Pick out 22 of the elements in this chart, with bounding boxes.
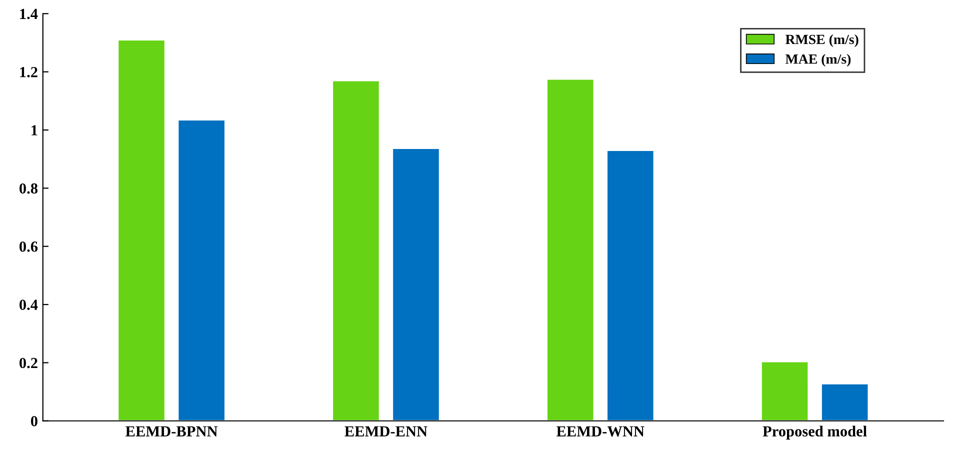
x-tick-label: Proposed model: [762, 426, 867, 440]
y-tick-label: 0.2: [20, 358, 38, 368]
legend-label: RMSE (m/s): [785, 34, 858, 47]
x-tick-label: EEMD-WNN: [556, 426, 644, 437]
y-tick-label: 0.8: [20, 183, 38, 194]
bar: [820, 382, 870, 421]
bar: [332, 80, 380, 421]
bar: [177, 119, 226, 421]
y-tick-label: 0: [30, 416, 38, 426]
y-tick-label: 1: [32, 125, 38, 136]
bar: [392, 148, 440, 421]
bar: [546, 78, 595, 421]
y-tick-label: 1.4: [20, 8, 38, 20]
bar: [606, 150, 655, 421]
x-tick-label: EEMD-BPNN: [126, 426, 218, 436]
bar: [760, 360, 810, 421]
legend-label: MAE (m/s): [785, 54, 851, 67]
y-tick-label: 1.2: [20, 67, 38, 78]
y-tick-label: 0.4: [20, 300, 38, 310]
x-tick-label: EEMD-ENN: [344, 426, 428, 436]
y-tick-label: 0.6: [20, 241, 38, 252]
bar: [117, 39, 166, 421]
